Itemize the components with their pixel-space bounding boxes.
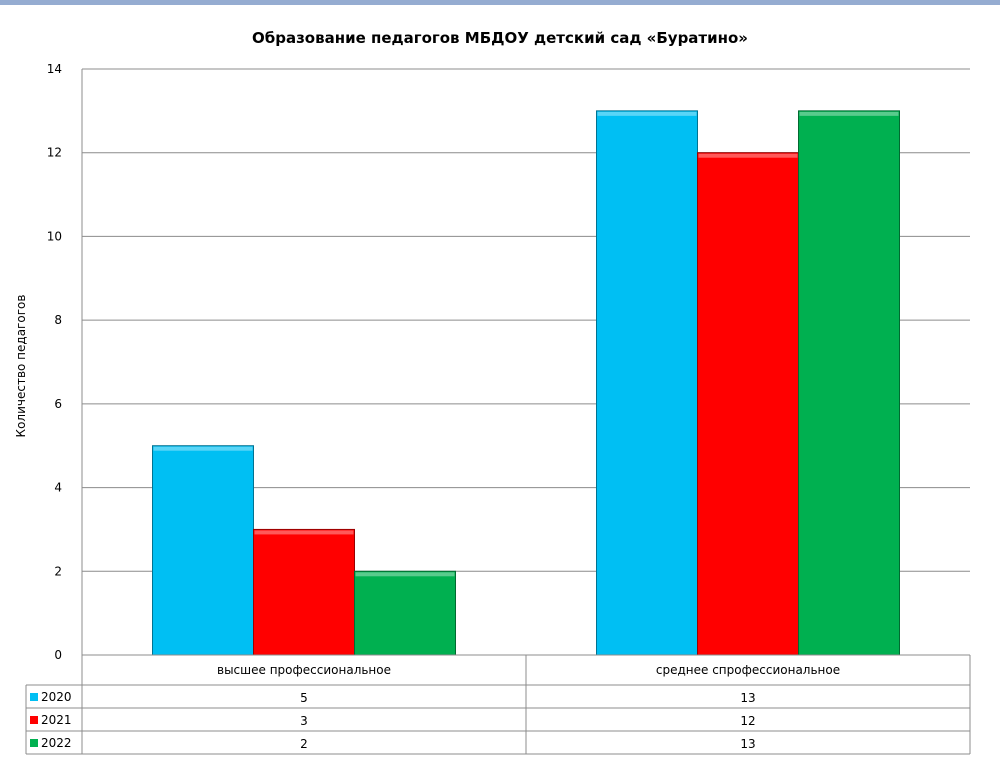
bar (253, 528, 355, 656)
data-value: 2 (300, 737, 308, 751)
bar (697, 152, 799, 656)
bar (152, 445, 254, 656)
y-tick-label: 14 (47, 62, 62, 76)
legend-label: 2022 (41, 736, 72, 750)
category-label: высшее профессиональное (217, 663, 391, 677)
bar-highlight (698, 153, 798, 158)
y-tick-label: 12 (47, 146, 62, 160)
category-label: среднее спрофессиональное (656, 663, 840, 677)
data-value: 12 (740, 714, 755, 728)
bar-highlight (355, 572, 455, 577)
data-value: 5 (300, 691, 308, 705)
bar-highlight (799, 111, 899, 116)
y-tick-label: 8 (54, 313, 62, 327)
y-tick-label: 0 (54, 648, 62, 662)
bar-highlight (254, 530, 354, 535)
bar (354, 570, 456, 656)
y-tick-label: 2 (54, 564, 62, 578)
bar (596, 110, 698, 656)
legend-label: 2020 (41, 690, 72, 704)
legend-swatch (30, 716, 38, 724)
data-value: 13 (740, 691, 755, 705)
data-value: 3 (300, 714, 308, 728)
legend-swatch (30, 693, 38, 701)
bar-highlight (153, 446, 253, 451)
y-tick-label: 6 (54, 397, 62, 411)
top-accent-bar (0, 0, 1000, 5)
legend-label: 2021 (41, 713, 72, 727)
y-tick-label: 4 (54, 481, 62, 495)
legend-swatch (30, 739, 38, 747)
chart-title: Образование педагогов МБДОУ детский сад … (252, 29, 748, 47)
y-tick-label: 10 (47, 229, 62, 243)
bar-highlight (597, 111, 697, 116)
data-value: 13 (740, 737, 755, 751)
bar (798, 110, 900, 656)
